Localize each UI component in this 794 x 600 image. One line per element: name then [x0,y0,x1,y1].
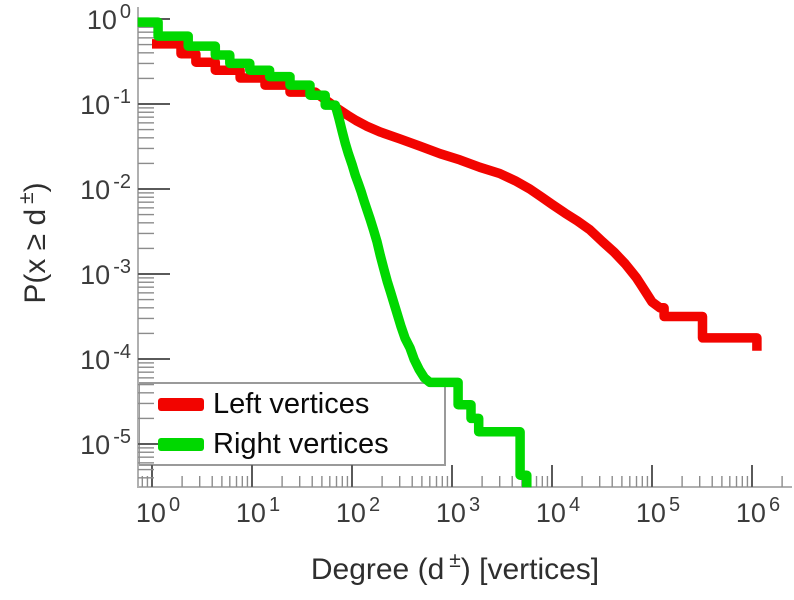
y-tick-label: 10 -1 [80,86,131,120]
x-tick-label: 10 3 [435,494,481,528]
legend-line-swatch [158,437,204,451]
x-axis-title-suffix: ) [vertices] [460,553,600,586]
y-tick-label: 10 -2 [80,171,131,205]
x-axis-title-text: Degree (d [310,553,445,586]
legend-line-swatch [158,397,204,411]
x-tick-label: 10 5 [635,494,681,528]
series-curve-left-vertices [152,39,762,351]
y-tick-label: 10 -4 [80,341,131,375]
x-axis-title: Degree (d ±) [vertices] [138,550,772,586]
legend-item-label: Left vertices [213,387,370,420]
y-tick-label: 10 0 [86,1,131,35]
legend: Left vertices Right vertices [138,382,446,466]
y-tick-label: 10 -5 [80,426,131,460]
y-axis-title: P(x ≥ d ±) [15,182,52,304]
y-axis-title-suffix: ) [19,182,52,193]
legend-box [138,382,446,466]
y-tick-label: 10 -3 [80,256,131,290]
y-axis-title-superscript: ± [15,192,38,204]
legend-item: Left vertices [158,386,446,422]
x-tick-label: 10 2 [335,494,381,528]
series-curve-right-vertices [137,17,532,488]
x-tick-label: 10 6 [735,494,781,528]
legend-item: Right vertices [158,426,446,462]
x-tick-label: 10 1 [235,494,281,528]
x-axis-title-superscript: ± [449,549,461,572]
x-tick-label: 10 4 [535,494,581,528]
legend-item-label: Right vertices [213,427,389,460]
x-tick-label: 10 0 [135,494,181,528]
y-axis-title-text: P(x ≥ d [19,208,52,304]
